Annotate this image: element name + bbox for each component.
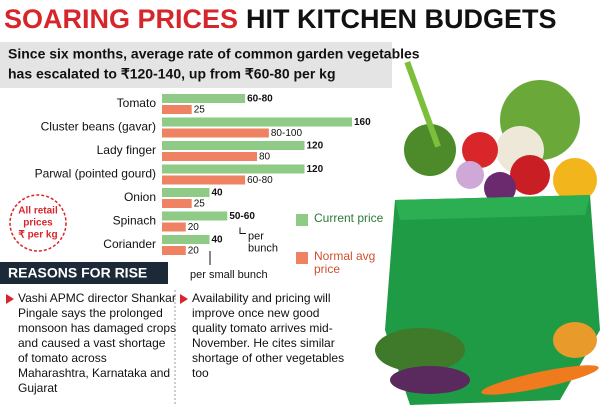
legend-item: Normal avg price (296, 249, 386, 276)
reason-item: Vashi APMC director Shankar Pingale says… (6, 291, 178, 396)
bar (162, 175, 246, 185)
note: prices (23, 218, 53, 229)
value-label: 40 (212, 188, 224, 199)
category-label: Spinach (113, 214, 156, 228)
vegetable-illustration (375, 40, 600, 409)
value-label: 20 (188, 246, 200, 257)
title-black: HIT KITCHEN BUDGETS (246, 4, 557, 34)
legend-swatch (296, 252, 308, 264)
value-label: 25 (194, 105, 206, 116)
bar (162, 199, 192, 208)
value-label: 80 (259, 152, 271, 163)
subtitle: Since six months, average rate of common… (8, 46, 420, 62)
value-label: 60-80 (247, 175, 273, 186)
category-label: Tomato (117, 96, 157, 110)
annotation-bracket (239, 227, 246, 234)
category-label: Cluster beans (gavar) (41, 120, 156, 134)
subtitle: has escalated to ₹120-140, up from ₹60-8… (8, 66, 336, 82)
bar (162, 105, 192, 114)
legend-label: Normal avg price (314, 249, 376, 276)
legend-item: Current price (296, 211, 386, 226)
category-label: Lady finger (97, 143, 156, 157)
value-label: 20 (188, 222, 200, 233)
reasons-title: REASONS FOR RISE (8, 265, 147, 281)
value-label: 80-100 (271, 128, 303, 139)
category-label: Parwal (pointed gourd) (35, 167, 156, 181)
note-circle (9, 194, 67, 252)
category-label: Onion (124, 190, 156, 204)
reasons-banner (0, 262, 168, 284)
bar (162, 128, 269, 138)
bar (162, 152, 257, 161)
legend-label: Current price (314, 211, 384, 225)
category-label: Coriander (103, 237, 156, 251)
value-label: 25 (194, 199, 206, 210)
bar (162, 211, 228, 221)
reason-item: Availability and pricing will improve on… (180, 291, 352, 381)
value-label: 120 (307, 141, 324, 152)
value-label: 40 (212, 235, 224, 246)
annotation: per (248, 230, 264, 242)
value-label: 160 (354, 117, 371, 128)
bar (162, 246, 186, 255)
note: ₹ per kg (18, 230, 57, 241)
value-label: 50-60 (229, 211, 255, 222)
bar (162, 117, 352, 127)
value-label: 120 (307, 164, 324, 175)
annotation: bunch (248, 242, 278, 254)
note: All retail (18, 206, 58, 217)
subtitle-box (0, 42, 392, 88)
reason-text: Availability and pricing will improve on… (192, 291, 345, 380)
bar (162, 188, 210, 197)
bar (162, 222, 186, 232)
reason-text: Vashi APMC director Shankar Pingale says… (18, 291, 177, 395)
bar (162, 164, 305, 174)
bar (162, 235, 210, 244)
bar (162, 141, 305, 150)
annotation: per small bunch (190, 269, 268, 281)
value-label: 60-80 (247, 94, 273, 105)
bar (162, 94, 246, 103)
title-red: SOARING PRICES (4, 4, 238, 34)
legend-swatch (296, 214, 308, 226)
